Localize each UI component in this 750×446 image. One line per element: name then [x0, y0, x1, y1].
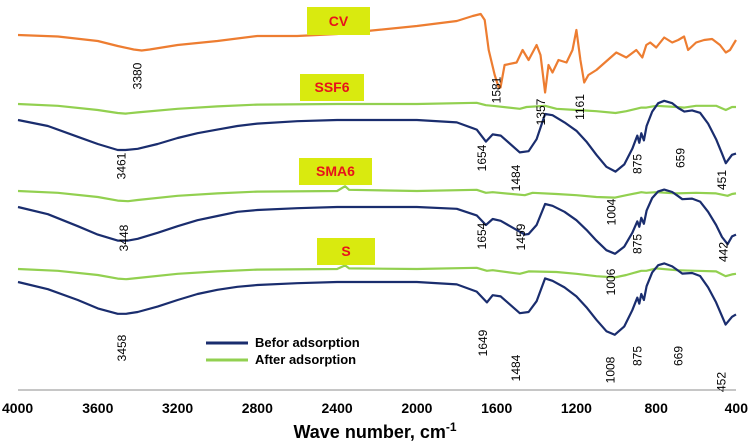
x-tick-label-1200: 1200	[561, 400, 592, 416]
x-axis-title-text: Wave number, cm	[293, 422, 445, 442]
tag-cv-label: CV	[329, 13, 349, 29]
peak-label-451: 451	[715, 170, 729, 190]
peak-label-3380: 3380	[131, 62, 145, 89]
tag-sma6: SMA6	[299, 158, 372, 185]
x-tick-label-4000: 4000	[2, 400, 33, 416]
peak-labels: 3380 1581 1357 1161 3461 1654 1484 1004 875 659 45…	[115, 62, 731, 392]
x-tick-label-2000: 2000	[401, 400, 432, 416]
x-tick-label-2400: 2400	[322, 400, 353, 416]
peak-label-1006: 1006	[604, 268, 618, 295]
tag-ssf6: SSF6	[300, 74, 364, 101]
peak-label-1459: 1459	[514, 223, 528, 250]
peak-label-1649: 1649	[476, 329, 490, 356]
x-tick-labels: 4000 3600 3200 2800 2400 2000 1600 1200 800 400	[2, 400, 748, 416]
x-tick-label-800: 800	[645, 400, 669, 416]
peak-label-3448: 3448	[117, 224, 131, 251]
x-tick-label-3200: 3200	[162, 400, 193, 416]
series-line-sma6-befor-adsorption	[17, 188, 737, 255]
legend: Befor adsorption After adsorption	[206, 335, 360, 367]
peak-label-3461: 3461	[115, 152, 129, 179]
series-line-sma6-after-adsorption	[17, 185, 737, 203]
peak-label-659: 659	[673, 148, 687, 168]
series-line-ssf6-befor-adsorption	[17, 99, 737, 173]
legend-before-label: Befor adsorption	[255, 335, 360, 350]
peak-label-1161: 1161	[573, 94, 587, 120]
series-line-s-after-adsorption	[17, 264, 737, 281]
peak-label-442: 442	[717, 242, 731, 262]
peak-label-1484: 1484	[509, 164, 523, 191]
tag-cv-box	[307, 7, 370, 35]
series-line-cv	[17, 12, 737, 94]
tag-sma6-label: SMA6	[316, 163, 355, 179]
sample-tags: CV SSF6 SMA6 S	[299, 7, 375, 265]
tag-s-label: S	[341, 243, 350, 259]
peak-label-875: 875	[630, 154, 644, 174]
tag-ssf6-label: SSF6	[314, 79, 349, 95]
x-tick-label-2800: 2800	[242, 400, 273, 416]
x-tick-label-400: 400	[725, 400, 749, 416]
series-line-ssf6-after-adsorption	[17, 101, 736, 115]
x-axis-title-sup: -1	[446, 420, 457, 434]
peak-label-1654: 1654	[475, 222, 489, 249]
peak-label-1654: 1654	[475, 144, 489, 171]
spectra-group	[17, 12, 737, 336]
peak-label-875: 875	[630, 234, 644, 254]
x-tick-label-1600: 1600	[481, 400, 512, 416]
x-tick-label-3600: 3600	[82, 400, 113, 416]
tag-cv: CV	[307, 7, 370, 35]
peak-label-669: 669	[671, 346, 685, 366]
peak-label-1004: 1004	[605, 198, 619, 225]
tag-s: S	[317, 238, 375, 265]
peak-label-452: 452	[715, 372, 729, 392]
peak-label-875: 875	[630, 346, 644, 366]
peak-label-1357: 1357	[534, 98, 548, 125]
peak-label-1581: 1581	[490, 76, 504, 103]
peak-label-1008: 1008	[604, 356, 618, 383]
series-line-s-befor-adsorption	[17, 262, 737, 336]
peak-label-1484: 1484	[509, 354, 523, 381]
peak-label-3458: 3458	[115, 334, 129, 361]
x-axis-title: Wave number, cm-1	[293, 420, 456, 442]
tag-s-box	[317, 238, 375, 265]
legend-after-label: After adsorption	[255, 352, 356, 367]
tag-sma6-box	[299, 158, 372, 185]
tag-ssf6-box	[300, 74, 364, 101]
